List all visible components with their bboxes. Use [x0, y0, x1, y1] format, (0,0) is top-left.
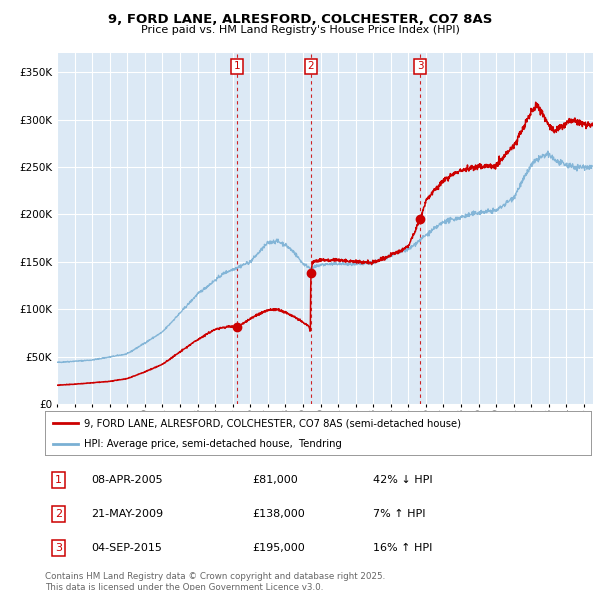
- Text: 9, FORD LANE, ALRESFORD, COLCHESTER, CO7 8AS (semi-detached house): 9, FORD LANE, ALRESFORD, COLCHESTER, CO7…: [85, 418, 461, 428]
- Text: 1: 1: [55, 475, 62, 484]
- Text: 9, FORD LANE, ALRESFORD, COLCHESTER, CO7 8AS: 9, FORD LANE, ALRESFORD, COLCHESTER, CO7…: [108, 13, 492, 26]
- Text: 04-SEP-2015: 04-SEP-2015: [91, 543, 162, 553]
- Text: 3: 3: [55, 543, 62, 553]
- Text: 08-APR-2005: 08-APR-2005: [91, 475, 163, 484]
- Text: £81,000: £81,000: [253, 475, 298, 484]
- Text: 3: 3: [417, 61, 424, 71]
- Text: £138,000: £138,000: [253, 509, 305, 519]
- Text: £195,000: £195,000: [253, 543, 305, 553]
- Text: 2: 2: [55, 509, 62, 519]
- Text: 7% ↑ HPI: 7% ↑ HPI: [373, 509, 425, 519]
- Text: 2: 2: [308, 61, 314, 71]
- Text: 42% ↓ HPI: 42% ↓ HPI: [373, 475, 432, 484]
- Text: 1: 1: [234, 61, 241, 71]
- Text: 16% ↑ HPI: 16% ↑ HPI: [373, 543, 432, 553]
- Text: HPI: Average price, semi-detached house,  Tendring: HPI: Average price, semi-detached house,…: [85, 438, 342, 448]
- Text: Contains HM Land Registry data © Crown copyright and database right 2025.
This d: Contains HM Land Registry data © Crown c…: [45, 572, 385, 590]
- Text: Price paid vs. HM Land Registry's House Price Index (HPI): Price paid vs. HM Land Registry's House …: [140, 25, 460, 35]
- Text: 21-MAY-2009: 21-MAY-2009: [91, 509, 164, 519]
